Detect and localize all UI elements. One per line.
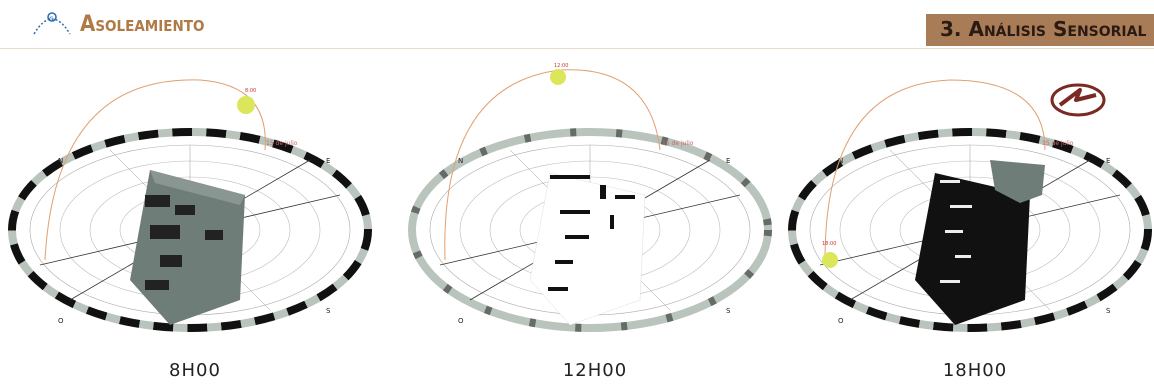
caption-8h: 8H00	[169, 360, 221, 381]
caption-18h: 18H00	[942, 360, 1008, 381]
sun-diagram-18h: N E S O 18:00 15 de julio	[780, 55, 1154, 355]
label-west: O	[58, 317, 64, 325]
city-block	[915, 160, 1045, 325]
sun-time: 18:00	[822, 241, 836, 247]
sun-icon	[822, 252, 838, 268]
sun-chart: N E S O 8:00 15 de julio	[8, 79, 372, 332]
sun-icon	[550, 69, 566, 85]
label-north: N	[838, 157, 843, 165]
sun-path	[824, 79, 1046, 261]
caption-12h: 12H00	[562, 360, 628, 381]
label-south: S	[326, 307, 331, 315]
label-east: E	[1106, 157, 1110, 165]
sun-chart: N E S O 12:00 15 de julio	[408, 63, 772, 332]
header-divider	[0, 48, 1154, 49]
date-label: 15 de julio	[1042, 140, 1074, 147]
sun-diagram-12h: N E S O 12:00 15 de julio	[400, 55, 780, 355]
page-title: Asoleamiento	[80, 12, 205, 37]
sun-time: 12:00	[554, 63, 568, 69]
label-south: S	[726, 307, 731, 315]
label-north: N	[58, 157, 63, 165]
label-south: S	[1106, 307, 1111, 315]
label-east: E	[326, 157, 330, 165]
date-label: 15 de julio	[662, 140, 694, 147]
city-block	[529, 172, 646, 326]
label-west: O	[838, 317, 844, 325]
svg-text:c: c	[49, 14, 53, 23]
label-east: E	[726, 157, 730, 165]
sun-chart: N E S O 18:00 15 de julio	[788, 79, 1152, 332]
sun-path	[44, 79, 266, 261]
page-header: c Asoleamiento 3. Análisis Sensorial	[0, 0, 1154, 50]
date-label: 15 de julio	[266, 140, 298, 147]
label-west: O	[458, 317, 464, 325]
city-block	[130, 170, 245, 325]
sun-path	[444, 69, 661, 261]
sun-diagram-8h: N E S O 8:00 15 de julio	[0, 55, 380, 355]
label-north: N	[458, 157, 463, 165]
sun-time: 8:00	[245, 88, 256, 94]
section-title: 3. Análisis Sensorial	[940, 17, 1147, 41]
section-badge: 3. Análisis Sensorial	[926, 14, 1154, 46]
north-arrow-icon	[1050, 83, 1106, 117]
sun-icon	[237, 96, 255, 114]
sun-path-icon: c	[33, 12, 71, 35]
